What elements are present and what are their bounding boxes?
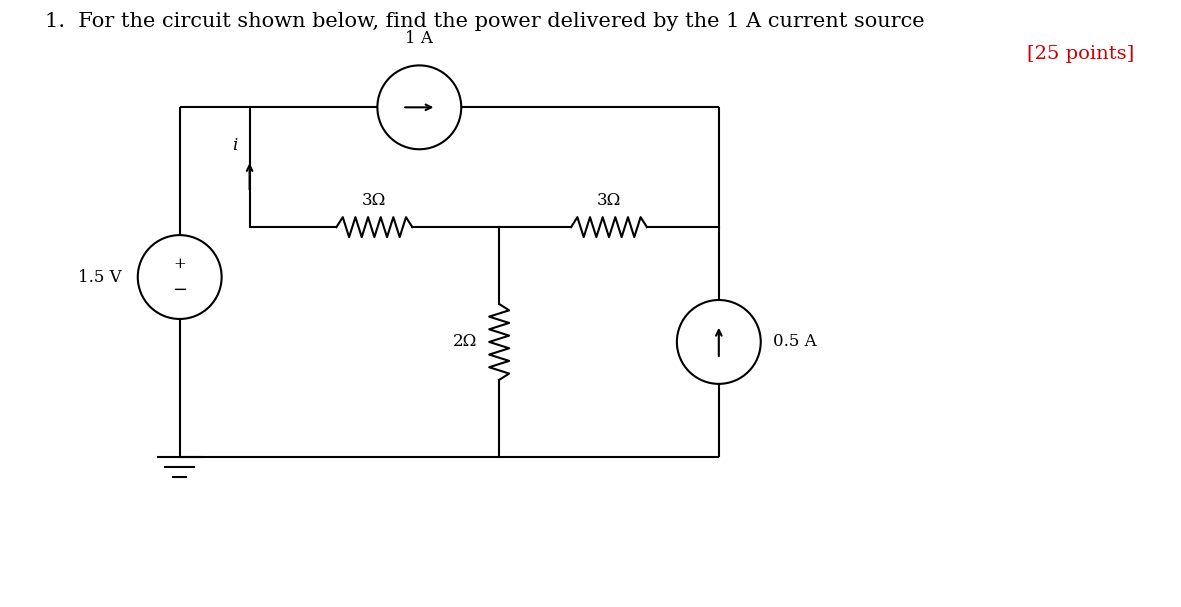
Text: 3Ω: 3Ω	[596, 192, 621, 209]
Text: +: +	[174, 257, 187, 271]
Text: −: −	[172, 281, 188, 299]
Text: 1.5 V: 1.5 V	[78, 268, 122, 285]
Text: 1.  For the circuit shown below, find the power delivered by the 1 A current sou: 1. For the circuit shown below, find the…	[45, 13, 925, 32]
Text: 0.5 A: 0.5 A	[772, 333, 816, 350]
Text: 3Ω: 3Ω	[363, 192, 386, 209]
Text: 2Ω: 2Ω	[452, 333, 477, 350]
Text: [25 points]: [25 points]	[1026, 46, 1134, 63]
Text: 1 A: 1 A	[405, 30, 433, 47]
Text: i: i	[233, 137, 237, 154]
